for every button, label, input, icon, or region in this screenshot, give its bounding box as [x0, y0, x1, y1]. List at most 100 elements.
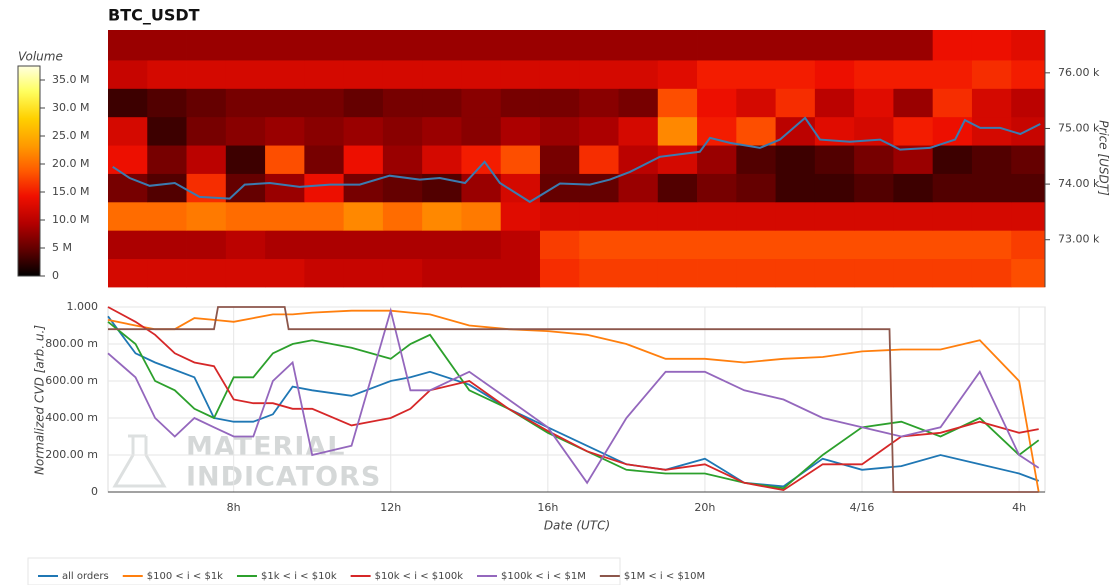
- heatmap-cell: [618, 230, 659, 260]
- heatmap-cell: [422, 88, 462, 118]
- heatmap-cell: [1011, 230, 1046, 260]
- heatmap-cell: [618, 145, 659, 174]
- heatmap-cell: [775, 88, 816, 118]
- heatmap-cell: [579, 60, 619, 89]
- heatmap-cell: [186, 230, 227, 260]
- heatmap-cell: [775, 201, 816, 231]
- heatmap-cell: [225, 116, 266, 146]
- heatmap-cell: [343, 201, 384, 231]
- cvd-line: [107, 307, 1040, 485]
- heatmap-cell: [814, 30, 855, 61]
- heatmap-cell: [304, 258, 345, 288]
- colorbar-tick-label: 20.0 M: [52, 157, 89, 170]
- heatmap-cell: [579, 258, 619, 288]
- x-tick-label: 12h: [380, 501, 401, 514]
- legend-label: $100 < i < $1k: [147, 571, 223, 582]
- heatmap-cell: [382, 258, 423, 288]
- heatmap-cell: [343, 116, 384, 146]
- watermark-icon: [112, 434, 167, 488]
- heatmap-cell: [775, 258, 816, 288]
- heatmap-cell: [814, 145, 855, 174]
- heatmap-cell: [343, 88, 384, 118]
- heatmap-cell: [932, 201, 973, 231]
- heatmap-cell: [422, 116, 462, 146]
- heatmap-cell: [343, 30, 384, 61]
- heatmap-cell: [186, 30, 227, 61]
- heatmap-cell: [971, 173, 1012, 203]
- heatmap-cell: [500, 258, 541, 288]
- heatmap-cell: [422, 60, 462, 89]
- colorbar-tick-label: 5 M: [52, 241, 72, 254]
- heatmap-cell: [775, 173, 816, 203]
- heatmap-cell: [697, 60, 737, 89]
- y-tick-label: 400.00 m: [45, 411, 98, 424]
- heatmap-cell: [1011, 201, 1046, 231]
- heatmap-cell: [147, 30, 187, 61]
- heatmap-cell: [539, 258, 580, 288]
- heatmap-cell: [343, 173, 384, 203]
- heatmap-cell: [932, 173, 973, 203]
- colorbar-tick-label: 0: [52, 269, 59, 282]
- heatmap-cell: [147, 201, 187, 231]
- heatmap-cell: [854, 88, 894, 118]
- legend-label: $1k < i < $10k: [261, 571, 337, 582]
- x-tick-label: 4h: [1012, 501, 1026, 514]
- heatmap-cell: [893, 116, 934, 146]
- heatmap-cell: [579, 201, 619, 231]
- heatmap-cell: [579, 30, 619, 61]
- heatmap-cell: [304, 201, 345, 231]
- heatmap-cell: [854, 258, 894, 288]
- colorbar-tick-label: 35.0 M: [52, 73, 89, 86]
- heatmap-cell: [971, 230, 1012, 260]
- heatmap-cell: [500, 201, 541, 231]
- chart-title: BTC_USDT: [108, 6, 200, 25]
- heatmap-cell: [932, 258, 973, 288]
- heatmap-cell: [108, 173, 148, 203]
- heatmap-cell: [854, 30, 894, 61]
- heatmap-cell: [893, 230, 934, 260]
- heatmap-cell: [265, 230, 305, 260]
- heatmap-cell: [422, 201, 462, 231]
- colorbar-tick-label: 15.0 M: [52, 185, 89, 198]
- heatmap-cell: [657, 201, 698, 231]
- heatmap-cell: [971, 201, 1012, 231]
- heatmap-cell: [657, 30, 698, 61]
- watermark: MATERIAL: [186, 432, 345, 463]
- heatmap-cell: [736, 173, 777, 203]
- y-tick-label: 1.000: [67, 300, 99, 313]
- heatmap-cell: [1011, 30, 1046, 61]
- heatmap-cell: [579, 230, 619, 260]
- heatmap-cell: [932, 30, 973, 61]
- heatmap-cell: [265, 173, 305, 203]
- heatmap-cell: [343, 258, 384, 288]
- heatmap-cell: [697, 173, 737, 203]
- heatmap-cell: [304, 30, 345, 61]
- heatmap-cell: [697, 30, 737, 61]
- heatmap-cell: [814, 258, 855, 288]
- heatmap-cell: [579, 145, 619, 174]
- heatmap-cell: [108, 230, 148, 260]
- heatmap-cell: [736, 60, 777, 89]
- heatmap-cell: [854, 60, 894, 89]
- heatmap-cell: [932, 230, 973, 260]
- heatmap-cell: [618, 88, 659, 118]
- heatmap-cell: [697, 258, 737, 288]
- heatmap-cell: [304, 173, 345, 203]
- heatmap-cell: [186, 60, 227, 89]
- price-line: [112, 116, 1041, 204]
- heatmap-cell: [697, 88, 737, 118]
- heatmap-cell: [893, 30, 934, 61]
- heatmap-cell: [225, 60, 266, 89]
- heatmap-cell: [539, 145, 580, 174]
- heatmap-cell: [697, 145, 737, 174]
- heatmap-cell: [500, 60, 541, 89]
- heatmap-cell: [500, 30, 541, 61]
- heatmap-cell: [108, 116, 148, 146]
- heatmap-cell: [382, 30, 423, 61]
- heatmap-cell: [461, 30, 502, 61]
- heatmap-cell: [775, 30, 816, 61]
- heatmap-cell: [304, 88, 345, 118]
- y2-tick-label: 76.00 k: [1058, 66, 1100, 79]
- legend-label: $10k < i < $100k: [375, 571, 464, 582]
